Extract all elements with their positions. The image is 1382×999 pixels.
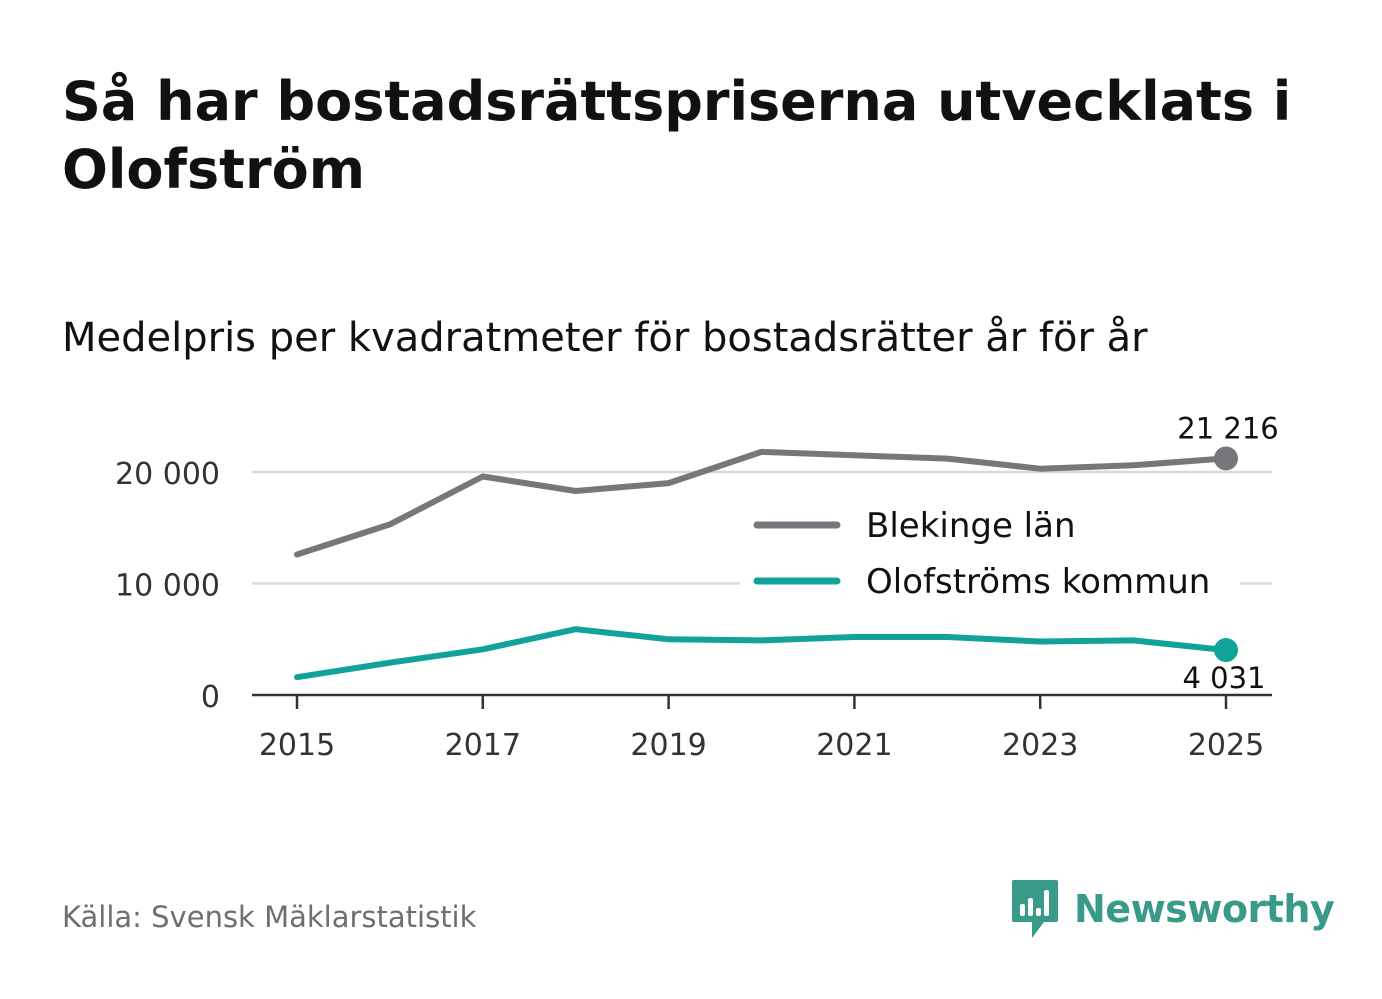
y-tick-label: 0 bbox=[201, 680, 220, 715]
brand-logo: Newsworthy bbox=[1010, 878, 1335, 940]
y-tick-label: 10 000 bbox=[115, 569, 220, 604]
end-point-marker bbox=[1214, 638, 1238, 663]
x-tick-label: 2021 bbox=[816, 728, 892, 763]
end-value-label: 21 216 bbox=[1177, 411, 1278, 445]
series-line-olofstrom bbox=[294, 626, 1229, 681]
x-tick-label: 2025 bbox=[1188, 728, 1264, 763]
end-labels: 21 216 4 031 bbox=[1177, 411, 1278, 695]
legend-label: Blekinge län bbox=[866, 506, 1076, 546]
x-tick-label: 2015 bbox=[259, 728, 335, 763]
bar-chart-speech-bubble-icon bbox=[1012, 880, 1058, 938]
end-point-marker bbox=[1214, 446, 1238, 471]
x-tick-label: 2017 bbox=[445, 728, 521, 763]
x-tick-label: 2023 bbox=[1002, 728, 1078, 763]
brand-name: Newsworthy bbox=[1074, 887, 1335, 931]
chart-subtitle: Medelpris per kvadratmeter för bostadsrä… bbox=[62, 315, 1148, 361]
end-value-label: 4 031 bbox=[1182, 661, 1265, 695]
y-axis: 0 10 000 20 000 bbox=[115, 457, 220, 715]
y-tick-label: 20 000 bbox=[115, 457, 220, 492]
legend-label: Olofströms kommun bbox=[866, 562, 1210, 602]
source-note: Källa: Svensk Mäklarstatistik bbox=[62, 900, 477, 934]
x-axis: 2015 2017 2019 2021 2023 2025 bbox=[252, 693, 1272, 763]
x-tick-label: 2019 bbox=[630, 728, 706, 763]
legend-background bbox=[740, 498, 1240, 616]
series-layer bbox=[294, 446, 1238, 681]
chart-title: Så har bostadsrättspriserna utvecklats i… bbox=[62, 70, 1292, 201]
legend: Blekinge län Olofströms kommun bbox=[740, 498, 1240, 616]
